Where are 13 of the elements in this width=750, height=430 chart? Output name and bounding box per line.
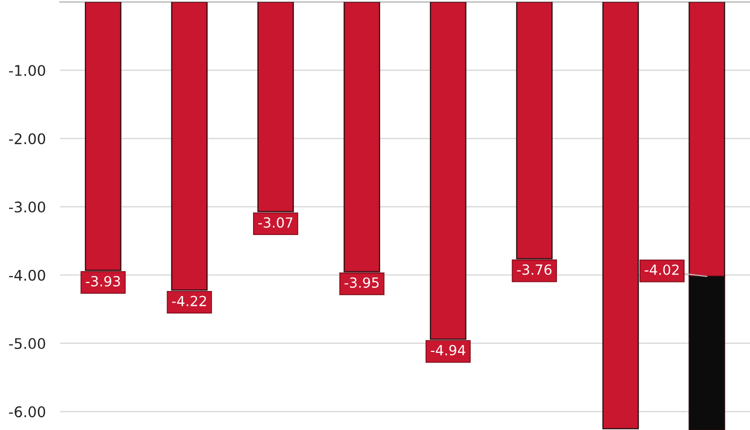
y-tick-label: -5.00 [9,338,46,350]
y-tick-label: -3.00 [9,202,46,213]
data-label: -4.02 [644,264,679,275]
data-label: -3.07 [258,217,292,228]
y-tick-label: -6.00 [9,406,46,418]
data-label: -4.94 [430,344,466,356]
data-label: -4.22 [172,296,206,306]
data-label: -3.76 [517,264,552,275]
y-tick-label: -2.00 [9,133,46,144]
data-label: -3.93 [86,276,120,286]
y-tick-label: -4.00 [9,270,46,281]
data-label: -3.95 [344,277,379,288]
y-tick-label: -1.00 [9,64,46,76]
